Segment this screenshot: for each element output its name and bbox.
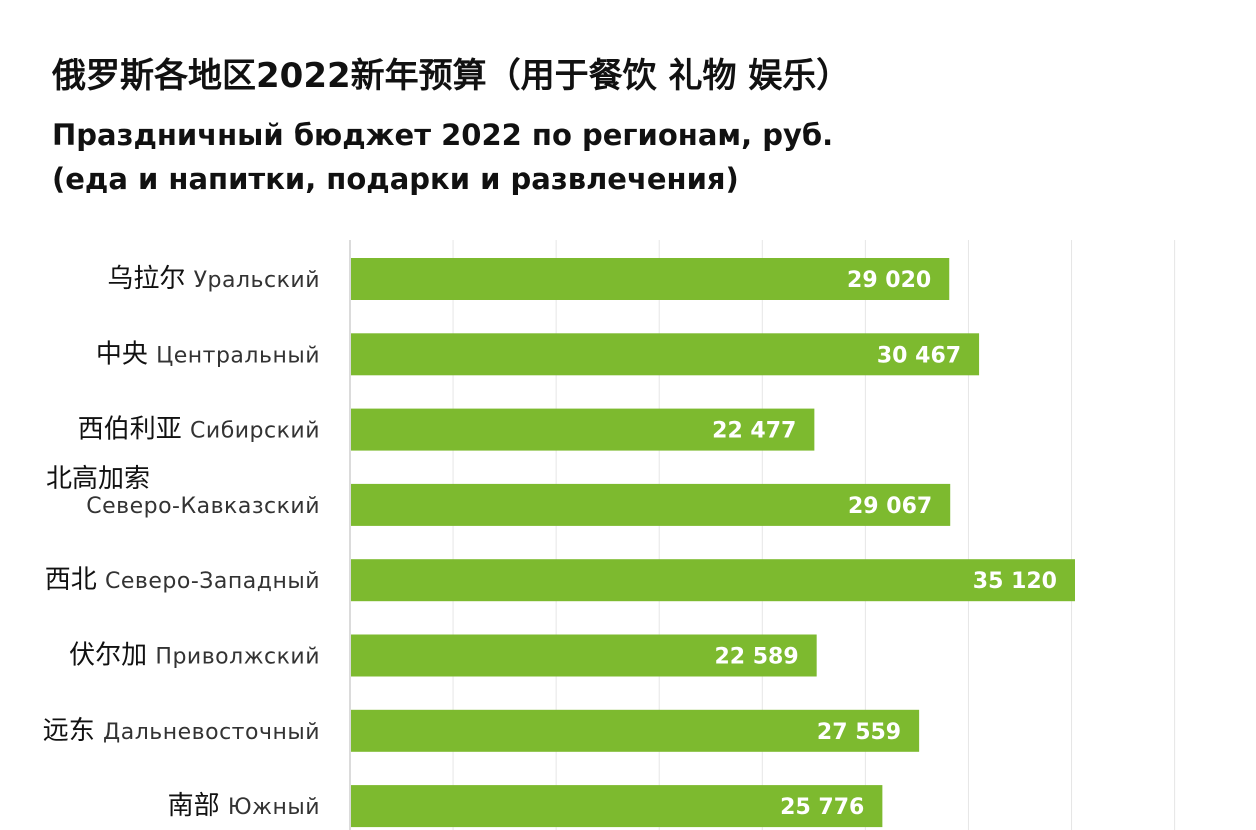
category-label-ru: Сибирский bbox=[190, 419, 320, 444]
category-label: 远东 Дальневосточный bbox=[43, 716, 320, 746]
category-label: 西伯利亚 Сибирский bbox=[78, 415, 320, 445]
category-label-ru: Северо-Западный bbox=[105, 569, 320, 594]
data-label: 29 067 bbox=[848, 494, 932, 519]
chart-bars: 29 020 30 467 22 477 29 067 35 120 22 589 27 5… bbox=[351, 258, 1075, 828]
category-label-zh: 中央 bbox=[96, 339, 156, 369]
data-label: 22 477 bbox=[712, 419, 796, 444]
category-label-zh: 北高加索 bbox=[46, 464, 150, 494]
bar bbox=[351, 559, 1075, 602]
category-label-ru: Центральный bbox=[156, 343, 320, 368]
bar bbox=[351, 785, 883, 828]
chart-subtitle-ru: (еда и напитки, подарки и развлечения) bbox=[52, 162, 739, 196]
category-label: 伏尔加 Приволжский bbox=[69, 641, 320, 671]
chart-title-zh: 俄罗斯各地区2022新年预算（用于餐饮 礼物 娱乐） bbox=[52, 56, 851, 96]
category-label: 中央 Центральный bbox=[96, 339, 320, 369]
category-label-ru: Дальневосточный bbox=[103, 720, 320, 745]
bar bbox=[351, 634, 817, 677]
category-label-zh: 西伯利亚 bbox=[78, 415, 190, 445]
bar bbox=[351, 333, 980, 376]
category-label-zh: 远东 bbox=[43, 716, 103, 746]
data-label: 29 020 bbox=[847, 268, 931, 293]
bar bbox=[351, 408, 815, 451]
category-label-zh: 南部 bbox=[168, 791, 228, 821]
category-label-zh: 乌拉尔 bbox=[107, 264, 193, 294]
bar bbox=[351, 709, 920, 752]
data-label: 27 559 bbox=[817, 720, 901, 745]
bar bbox=[351, 483, 951, 526]
category-label-ru: Приволжский bbox=[155, 645, 320, 670]
category-label-ru: Северо-Кавказский bbox=[86, 494, 320, 519]
chart-title-ru: Праздничный бюджет 2022 по регионам, руб… bbox=[52, 118, 834, 152]
category-label: 西北 Северо-Западный bbox=[45, 565, 320, 595]
category-label-ru: Уральский bbox=[194, 268, 320, 293]
data-label: 22 589 bbox=[714, 645, 798, 670]
data-label: 35 120 bbox=[973, 569, 1057, 594]
category-label: 乌拉尔 Уральский bbox=[107, 264, 320, 294]
bar bbox=[351, 258, 950, 300]
data-label: 25 776 bbox=[780, 795, 864, 820]
category-labels: 乌拉尔 Уральский 中央 Центральный 西伯利亚 Сибирски… bbox=[43, 264, 320, 821]
category-label-ru: Южный bbox=[228, 795, 320, 820]
category-label-zh: 西北 bbox=[45, 565, 105, 595]
data-label: 30 467 bbox=[877, 343, 961, 368]
category-label: 南部 Южный bbox=[168, 791, 320, 821]
category-label-zh: 伏尔加 bbox=[69, 641, 155, 671]
